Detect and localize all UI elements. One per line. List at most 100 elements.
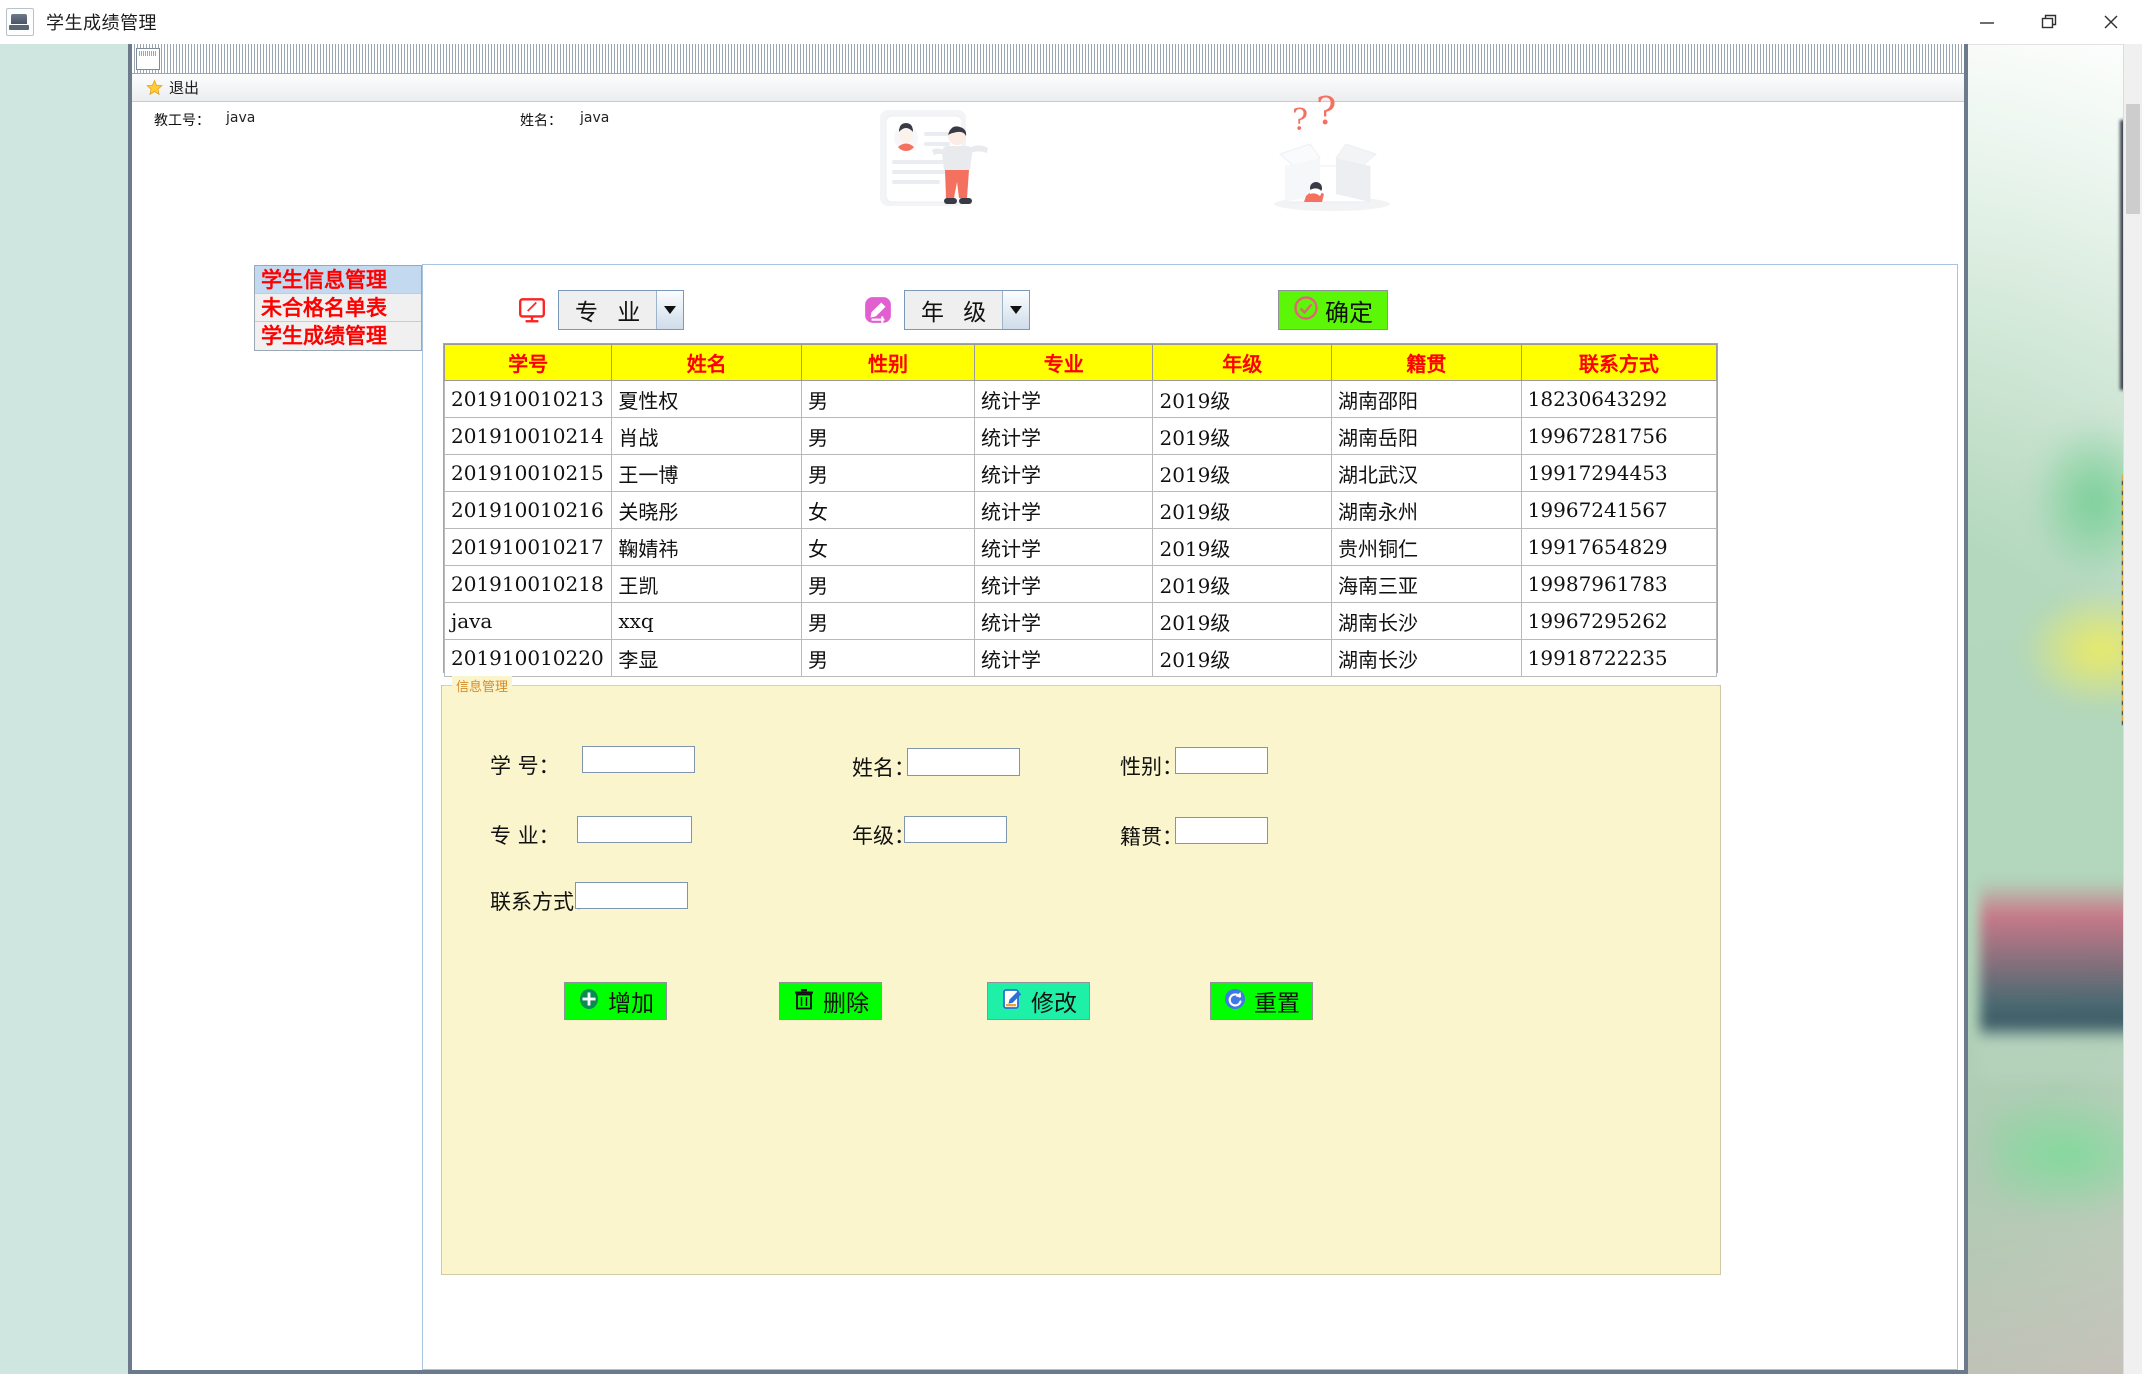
student-hometown-input[interactable] <box>1175 817 1268 844</box>
table-header-cell-0[interactable]: 学号 <box>443 344 613 381</box>
reset-button-label: 重置 <box>1254 991 1300 1017</box>
panel-legend: 信息管理 <box>452 676 513 695</box>
table-cell: 男 <box>801 565 975 603</box>
menubar: 退出 <box>132 74 1964 102</box>
table-cell: 女 <box>801 528 975 566</box>
student-gender-input[interactable] <box>1175 747 1268 774</box>
menu-item-exit[interactable]: 退出 <box>140 75 205 100</box>
grade-select[interactable]: 年 级 <box>904 290 1031 330</box>
confirm-button-label: 确定 <box>1325 298 1373 327</box>
table-row[interactable]: 201910010220 李显男统计学 2019级 湖南长沙 19918722235 <box>443 639 1718 677</box>
table-cell: 统计学 <box>973 528 1154 566</box>
table-cell: 2019级 <box>1152 565 1332 603</box>
filter-toolbar: 专 业 年 级 <box>423 265 1957 375</box>
internal-frame-icon[interactable] <box>136 47 160 70</box>
delete-button[interactable]: 删除 <box>779 982 882 1020</box>
scrollbar-thumb[interactable] <box>2126 104 2140 214</box>
java-coffee-cup-icon <box>6 8 34 36</box>
teacher-id-value: java <box>226 110 256 126</box>
student-id-input[interactable] <box>582 746 695 773</box>
table-cell: 2019级 <box>1152 417 1332 455</box>
table-row[interactable]: 201910010216 关晓彤女统计学 2019级 湖南永州 19967241567 <box>443 491 1718 529</box>
table-header-cell-5[interactable]: 籍贯 <box>1331 344 1522 381</box>
empty-box-question-illustration: ? ? <box>1254 89 1434 212</box>
restore-button[interactable] <box>2018 0 2080 44</box>
confirm-button[interactable]: 确定 <box>1278 290 1388 330</box>
table-cell: 男 <box>801 454 975 492</box>
edit-button-label: 修改 <box>1031 991 1077 1017</box>
sidebar-item-failed-list[interactable]: 未合格名单表 <box>255 294 421 322</box>
chevron-down-icon-2[interactable] <box>1002 291 1030 329</box>
table-cell: 统计学 <box>973 380 1154 418</box>
table-cell: 2019级 <box>1152 491 1332 529</box>
minimize-button[interactable] <box>1956 0 2018 44</box>
table-cell: 2019级 <box>1152 639 1332 677</box>
internal-frame-titlebar <box>132 44 1964 74</box>
table-row[interactable]: 201910010218 王凯男统计学 2019级 海南三亚 19987961783 <box>443 565 1718 603</box>
student-contact-input[interactable] <box>575 882 688 909</box>
close-button[interactable] <box>2080 0 2142 44</box>
table-header-cell-3[interactable]: 专业 <box>973 344 1154 381</box>
delete-button-label: 删除 <box>823 991 869 1017</box>
student-name-input[interactable] <box>907 748 1020 776</box>
table-row[interactable]: 201910010217 鞠婧祎女统计学 2019级 贵州铜仁 19917654829 <box>443 528 1718 566</box>
student-grade-input[interactable] <box>904 816 1007 843</box>
table-cell: 统计学 <box>973 491 1154 529</box>
monitor-icon <box>517 295 547 325</box>
add-button[interactable]: 增加 <box>564 982 667 1020</box>
table-cell: 19967295262 <box>1520 602 1718 640</box>
table-cell: 19917654829 <box>1520 528 1718 566</box>
table-cell: 肖战 <box>611 417 803 455</box>
table-cell: 关晓彤 <box>611 491 803 529</box>
table-row[interactable]: 201910010213 夏性权男统计学 2019级 湖南邵阳 18230643292 <box>443 380 1718 418</box>
table-header-cell-6[interactable]: 联系方式 <box>1520 344 1718 381</box>
sidebar-menu: 学生信息管理 未合格名单表 学生成绩管理 <box>254 265 422 351</box>
table-header-cell-4[interactable]: 年级 <box>1152 344 1332 381</box>
table-cell: 鞠婧祎 <box>611 528 803 566</box>
window-titlebar: 学生成绩管理 <box>0 0 2142 45</box>
table-cell: 女 <box>801 491 975 529</box>
table-row[interactable]: 201910010215 王一博男统计学 2019级 湖北武汉 19917294453 <box>443 454 1718 492</box>
table-row[interactable]: 201910010214 肖战男统计学 2019级 湖南岳阳 19967281756 <box>443 417 1718 455</box>
menu-item-exit-label: 退出 <box>169 79 200 97</box>
table-cell: 201910010214 <box>443 417 613 455</box>
table-header-cell-1[interactable]: 姓名 <box>611 344 803 381</box>
table-cell: 湖南长沙 <box>1331 639 1522 677</box>
table-header-cell-2[interactable]: 性别 <box>801 344 975 381</box>
table-cell: 统计学 <box>973 602 1154 640</box>
sidebar-item-student-info[interactable]: 学生信息管理 <box>255 266 421 294</box>
window-vertical-scrollbar[interactable] <box>2123 44 2142 1374</box>
student-major-input[interactable] <box>577 816 692 843</box>
pencil-edit-icon <box>863 295 893 325</box>
wallpaper-books <box>1980 880 2142 1080</box>
refresh-icon <box>1223 987 1247 1015</box>
add-button-label: 增加 <box>608 991 654 1017</box>
table-cell: 201910010220 <box>443 639 613 677</box>
wallpaper-green-blob-2 <box>1990 1090 2142 1220</box>
app-left-padding <box>0 44 128 1374</box>
table-cell: 19918722235 <box>1520 639 1718 677</box>
major-select[interactable]: 专 业 <box>558 290 685 330</box>
table-cell: 201910010215 <box>443 454 613 492</box>
student-id-label: 学 号： <box>490 754 560 778</box>
student-table-container[interactable]: 学号 姓名 性别 专业 年级 籍贯 联系方式 201910010213 夏性权男统计学 2019… <box>443 343 1718 677</box>
table-cell: 18230643292 <box>1520 380 1718 418</box>
teacher-id-label: 教工号： <box>154 113 210 129</box>
panel-border-rule <box>504 685 1718 686</box>
application-window: 退出 教工号： java 姓名： java <box>128 44 1968 1374</box>
table-cell: 201910010218 <box>443 565 613 603</box>
edit-button[interactable]: 修改 <box>987 982 1090 1020</box>
reset-button[interactable]: 重置 <box>1210 982 1313 1020</box>
table-cell: 19987961783 <box>1520 565 1718 603</box>
sidebar-item-student-score[interactable]: 学生成绩管理 <box>261 324 387 348</box>
chevron-down-icon[interactable] <box>656 291 684 329</box>
svg-text:?: ? <box>1316 92 1336 133</box>
window-controls <box>1956 0 2142 44</box>
student-major-label: 专 业： <box>490 824 560 848</box>
table-row[interactable]: java xxq 男统计学 2019级 湖南长沙 19967295262 <box>443 602 1718 640</box>
person-with-document-illustration <box>862 102 1042 212</box>
major-select-value: 专 业 <box>575 300 647 326</box>
info-management-panel: 信息管理 学 号： 姓名： 性别： 专 业： 年级： 籍贯： 联系方式： <box>441 676 1721 1275</box>
table-cell: 2019级 <box>1152 454 1332 492</box>
circle-check-icon <box>1293 295 1319 325</box>
